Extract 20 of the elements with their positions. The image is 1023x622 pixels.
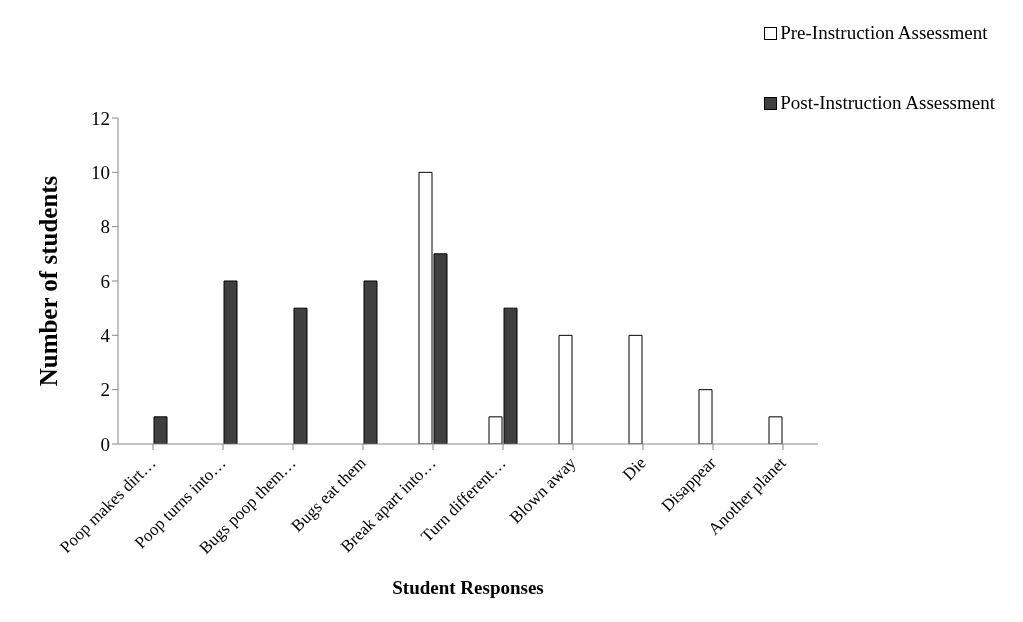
y-axis-title: Number of students (34, 175, 62, 387)
legend-label: Post-Instruction Assessment (780, 92, 995, 114)
legend-label: Pre-Instruction Assessment (780, 22, 988, 44)
y-tick-label: 6 (100, 270, 110, 292)
y-tick-label: 2 (100, 379, 110, 401)
bar (363, 280, 378, 444)
bar (698, 389, 713, 444)
bar (153, 416, 168, 444)
y-tick-label: 8 (100, 216, 110, 238)
bar (628, 334, 643, 444)
y-tick-label: 4 (100, 325, 111, 347)
x-axis-title: Student Responses (392, 577, 544, 598)
x-tick-label: Die (618, 453, 650, 485)
y-tick-label: 0 (100, 433, 110, 455)
y-tick-label: 10 (91, 162, 110, 184)
bar (223, 280, 238, 444)
bar (768, 416, 783, 444)
bar (558, 334, 573, 444)
y-tick-label: 12 (91, 107, 110, 129)
bar (293, 307, 308, 444)
